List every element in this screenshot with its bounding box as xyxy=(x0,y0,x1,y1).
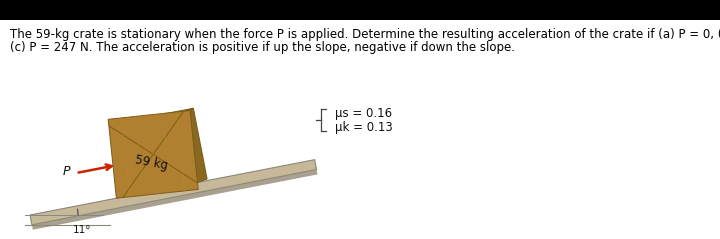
Text: The 59-kg crate is stationary when the force P is applied. Determine the resulti: The 59-kg crate is stationary when the f… xyxy=(10,28,720,41)
Polygon shape xyxy=(30,160,317,225)
Bar xyxy=(0,0,720,20)
Polygon shape xyxy=(109,112,197,197)
Text: P: P xyxy=(63,165,70,178)
Text: μs = 0.16: μs = 0.16 xyxy=(335,107,392,120)
Text: μk = 0.13: μk = 0.13 xyxy=(335,120,392,134)
Text: 59 kg: 59 kg xyxy=(134,153,168,172)
Polygon shape xyxy=(32,169,318,230)
Polygon shape xyxy=(183,108,207,183)
Text: (c) P = 247 N. The acceleration is positive if up the slope, negative if down th: (c) P = 247 N. The acceleration is posit… xyxy=(10,41,515,54)
Polygon shape xyxy=(109,108,194,126)
Text: 11°: 11° xyxy=(73,225,91,235)
Polygon shape xyxy=(108,111,198,198)
